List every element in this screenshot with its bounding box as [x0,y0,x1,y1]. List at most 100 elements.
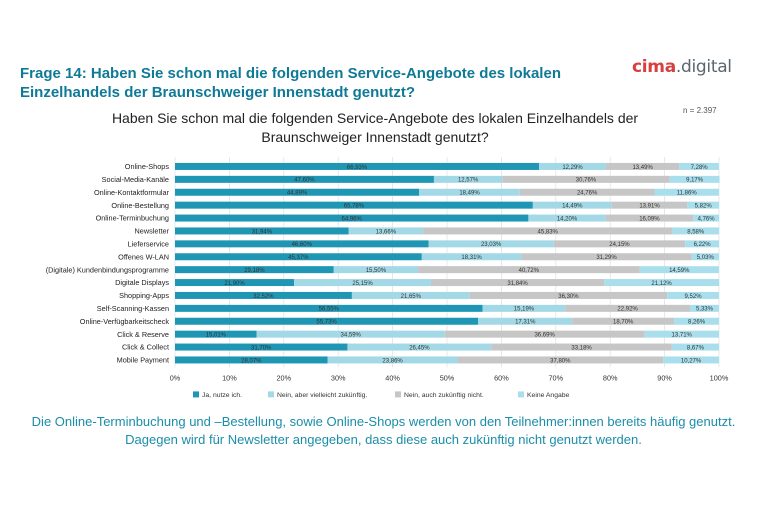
data-label: 56,55% [319,307,340,313]
data-label: 40,72% [519,268,540,274]
data-label: 21,90% [224,281,245,287]
data-label: 44,89% [287,191,308,197]
bar-segment [327,356,458,364]
bar-segment [491,343,672,351]
bar-segment [693,214,720,222]
data-label: 5,82% [695,203,713,209]
data-label: 8,26% [688,320,706,326]
data-label: 46,60% [292,242,313,248]
data-label: 29,18% [244,268,265,274]
bar-segment [654,188,719,196]
data-label: 18,70% [613,320,634,326]
bar-segment [175,188,420,196]
bar-segment [605,162,680,170]
bar-segment [175,356,328,364]
data-label: 17,31% [515,320,536,326]
legend-label: Ja, nutze ich. [202,392,242,399]
bar-segment [175,253,422,261]
bar-segment [348,227,424,235]
data-label: 5,03% [697,255,715,261]
bar-segment [457,356,664,364]
bar-segment [539,162,606,170]
category-label: Social-Media-Kanäle [102,175,169,184]
stacked-bar-chart: Online-Shops 66,93% 12,29% 13,49% 7,28% Socia… [46,157,729,399]
x-tick-label: 10% [222,373,237,382]
legend-swatch [518,391,524,398]
data-label: 66,93% [347,165,368,171]
data-label: 34,59% [341,332,362,338]
data-label: 32,52% [253,294,274,300]
logo-digital-text: .digital [675,57,732,77]
data-label: 24,76% [577,191,598,197]
data-label: 28,07% [241,358,262,364]
bar-segment [667,291,719,299]
bar-segment [687,201,719,209]
x-tick-label: 0% [170,373,181,382]
sample-size: n = 2.397 [683,106,717,115]
bar-segment [418,266,640,274]
data-label: 14,59% [669,268,690,274]
category-label: Online-Bestellung [111,201,169,210]
bar-segment [421,253,522,261]
category-label: (Digitale) Kundenbindungsprogramme [46,265,169,274]
x-tick-label: 70% [548,373,563,382]
bar-segment [419,188,520,196]
legend-label: Nein, auch zukünftig nicht. [404,392,484,399]
bar-segment [175,279,295,287]
bar-segment [444,330,645,338]
bar-segment [294,279,431,287]
bar-segment [428,240,554,248]
data-label: 12,29% [562,165,583,171]
bar-segment [553,240,686,248]
x-tick-label: 80% [603,373,618,382]
bar-segment [175,240,429,248]
data-label: 37,80% [550,358,571,364]
data-label: 9,52% [685,294,703,300]
data-label: 23,03% [481,242,502,248]
category-label: Lieferservice [128,239,169,248]
data-label: 12,57% [458,178,479,184]
bar-segment [175,162,540,170]
x-tick-label: 40% [385,373,400,382]
slide-title: Frage 14: Haben Sie schon mal die folgen… [20,65,561,101]
category-label: Click & Reserve [117,330,169,339]
bar-segment [679,162,719,170]
data-label: 31,84% [507,281,528,287]
bar-segment [175,330,257,338]
x-tick-label: 90% [657,373,672,382]
legend-label: Nein, aber vielleicht zukünftig. [277,392,367,399]
bar-segment [565,304,690,312]
legend-swatch [395,391,401,398]
bar-segment [175,201,533,209]
data-label: 64,96% [342,216,363,222]
category-label: Digitale Displays [115,278,169,287]
bar-segment [423,227,673,235]
bar-segment [604,279,720,287]
x-tick-label: 100% [710,373,729,382]
bar-segment [663,356,719,364]
bar-segment [175,304,483,312]
data-label: 47,60% [294,178,315,184]
data-label: 25,15% [352,281,373,287]
bar-segment [605,214,694,222]
bar-segment [175,317,479,325]
data-label: 14,49% [562,203,583,209]
category-label: Self-Scanning-Kassen [97,304,169,313]
data-label: 8,58% [687,229,705,235]
data-label: 18,31% [461,255,482,261]
bar-segment [532,201,612,209]
bar-segment [478,317,573,325]
category-label: Online-Shops [125,162,170,171]
bar-segment [521,253,692,261]
data-label: 10,27% [681,358,702,364]
bar-segment [469,291,668,299]
data-label: 15,01% [206,332,227,338]
data-label: 31,94% [252,229,273,235]
data-label: 31,70% [251,345,272,351]
data-label: 36,69% [534,332,555,338]
data-label: 21,12% [651,281,672,287]
data-label: 23,86% [382,358,403,364]
bar-segment [333,266,419,274]
bar-segment [175,214,529,222]
legend-swatch [268,391,274,398]
